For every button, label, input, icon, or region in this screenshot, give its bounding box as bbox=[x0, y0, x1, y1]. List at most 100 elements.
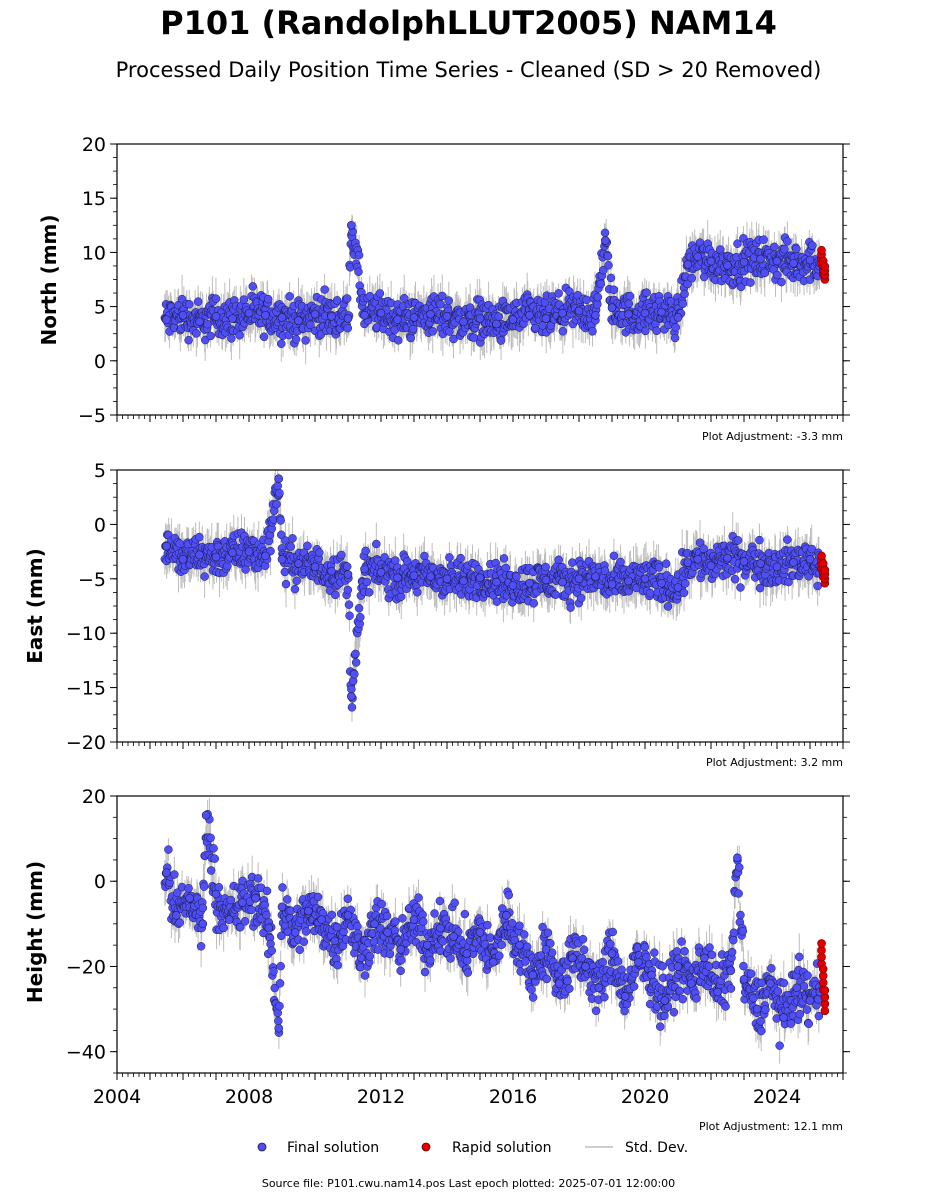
final-solution-point bbox=[593, 300, 602, 309]
final-solution-point bbox=[364, 588, 374, 597]
east-points-layer bbox=[160, 474, 830, 712]
final-solution-point bbox=[805, 554, 815, 564]
final-solution-point bbox=[239, 295, 249, 304]
east-ylabel: East (mm) bbox=[23, 548, 47, 664]
final-solution-point bbox=[354, 267, 363, 277]
final-solution-point bbox=[706, 561, 716, 571]
final-solution-point bbox=[789, 258, 798, 268]
final-solution-point bbox=[277, 313, 287, 322]
final-solution-point bbox=[673, 313, 683, 322]
final-solution-point bbox=[469, 333, 478, 342]
final-solution-point bbox=[274, 474, 284, 484]
final-solution-point bbox=[640, 308, 650, 318]
final-solution-point bbox=[558, 577, 567, 587]
y-tick-label: 5 bbox=[94, 460, 106, 482]
final-solution-point bbox=[362, 577, 372, 587]
final-solution-point bbox=[624, 309, 633, 319]
final-solution-point bbox=[344, 600, 354, 609]
final-solution-point bbox=[733, 536, 743, 545]
north-panel: −5 0 5 10 15 20 North (mm) Plot Adjustment: -… bbox=[37, 134, 850, 443]
final-solution-point bbox=[683, 279, 692, 289]
final-solution-point bbox=[492, 319, 501, 329]
final-solution-point bbox=[361, 546, 370, 556]
final-solution-point bbox=[733, 239, 742, 248]
final-solution-point bbox=[777, 277, 786, 287]
y-tick-label: 0 bbox=[94, 351, 106, 373]
final-solution-point bbox=[746, 278, 755, 287]
final-solution-point bbox=[756, 254, 765, 264]
final-solution-point bbox=[211, 312, 221, 321]
final-solution-point bbox=[755, 535, 764, 545]
final-solution-point bbox=[773, 270, 782, 280]
final-solution-point bbox=[683, 260, 693, 269]
final-solution-point bbox=[813, 581, 822, 591]
final-solution-point bbox=[376, 308, 386, 318]
final-solution-point bbox=[286, 542, 296, 551]
final-solution-point bbox=[508, 315, 518, 324]
final-solution-point bbox=[541, 575, 551, 585]
final-solution-point bbox=[211, 294, 221, 303]
y-tick-label: 5 bbox=[94, 297, 106, 319]
final-solution-point bbox=[393, 573, 402, 583]
north-ylabel: North (mm) bbox=[37, 214, 61, 345]
final-solution-point bbox=[331, 590, 340, 600]
final-solution-point bbox=[591, 310, 600, 320]
final-solution-point bbox=[426, 309, 435, 319]
final-solution-point bbox=[730, 574, 740, 584]
rapid-solution-point bbox=[817, 551, 826, 561]
final-solution-point bbox=[406, 333, 416, 343]
final-solution-point bbox=[351, 649, 360, 659]
final-solution-point bbox=[327, 312, 336, 321]
final-solution-point bbox=[501, 563, 511, 573]
final-solution-point bbox=[508, 581, 518, 590]
final-solution-point bbox=[375, 289, 385, 298]
final-solution-point bbox=[399, 293, 409, 303]
final-solution-point bbox=[444, 296, 454, 305]
final-solution-point bbox=[413, 587, 422, 597]
final-solution-point bbox=[459, 317, 468, 327]
final-solution-point bbox=[582, 295, 591, 305]
final-solution-point bbox=[641, 326, 650, 336]
east-plot-adjustment: Plot Adjustment: 3.2 mm bbox=[706, 756, 843, 769]
final-solution-point bbox=[792, 244, 801, 254]
final-solution-point bbox=[494, 312, 503, 321]
final-solution-point bbox=[372, 539, 381, 549]
final-solution-point bbox=[783, 237, 792, 246]
final-solution-point bbox=[291, 335, 301, 344]
final-solution-point bbox=[203, 319, 212, 329]
final-solution-point bbox=[706, 256, 716, 266]
final-solution-point bbox=[604, 261, 613, 270]
final-solution-point bbox=[529, 599, 538, 608]
north-std-dev-layer bbox=[164, 214, 820, 365]
final-solution-point bbox=[193, 297, 203, 306]
final-solution-point bbox=[228, 548, 237, 557]
final-solution-point bbox=[277, 339, 286, 348]
final-solution-point bbox=[736, 583, 745, 592]
final-solution-point bbox=[678, 299, 688, 309]
final-solution-point bbox=[211, 552, 221, 562]
final-solution-point bbox=[645, 588, 655, 598]
final-solution-point bbox=[554, 555, 563, 565]
final-solution-point bbox=[551, 590, 560, 599]
final-solution-point bbox=[680, 289, 689, 299]
final-solution-point bbox=[496, 336, 506, 345]
final-solution-point bbox=[723, 261, 732, 270]
final-solution-point bbox=[598, 265, 608, 275]
final-solution-point bbox=[616, 557, 625, 567]
final-solution-point bbox=[290, 584, 300, 594]
final-solution-point bbox=[294, 559, 303, 568]
final-solution-point bbox=[756, 559, 765, 568]
final-solution-point bbox=[288, 534, 297, 543]
chart-subtitle: Processed Daily Position Time Series - C… bbox=[115, 58, 822, 82]
final-solution-point bbox=[261, 551, 270, 561]
final-solution-point bbox=[780, 244, 789, 254]
final-solution-point bbox=[739, 257, 749, 267]
final-solution-point bbox=[456, 553, 465, 563]
final-solution-point bbox=[200, 572, 209, 581]
y-tick-label: 0 bbox=[94, 514, 106, 536]
final-solution-point bbox=[320, 285, 329, 294]
final-solution-point bbox=[228, 314, 237, 323]
final-solution-point bbox=[343, 570, 353, 579]
final-solution-point bbox=[574, 574, 584, 584]
